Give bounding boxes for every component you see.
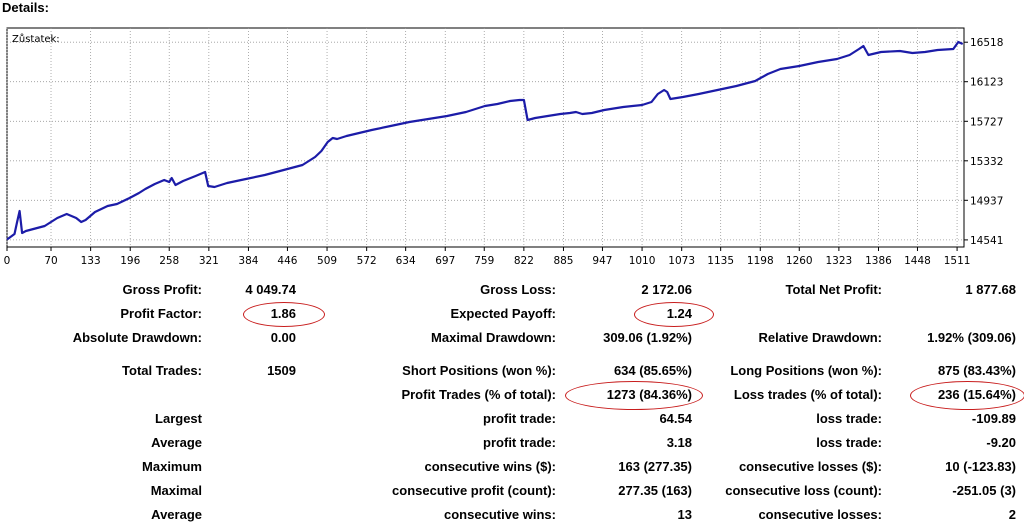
maximal-drawdown-label: Maximal Drawdown: (431, 330, 556, 345)
average-loss-value: -9.20 (986, 435, 1016, 450)
gross-loss-label: Gross Loss: (480, 282, 556, 297)
x-tick-label: 759 (474, 255, 494, 266)
details-title: Details: (2, 0, 49, 15)
x-tick-label: 1198 (747, 255, 774, 266)
x-tick-label: 947 (592, 255, 612, 266)
total-trades-value: 1509 (267, 363, 296, 378)
y-tick-label: 16123 (970, 77, 1003, 89)
net-profit-label: Total Net Profit: (785, 282, 882, 297)
highlight-oval-profit-factor (243, 302, 325, 327)
x-tick-label: 1135 (707, 255, 734, 266)
loss-trades-label: Loss trades (% of total): (733, 387, 882, 402)
max-consecutive-losses-value: 10 (-123.83) (945, 459, 1016, 474)
total-trades-label: Total Trades: (122, 363, 202, 378)
max-consecutive-wins-label: consecutive wins ($): (424, 459, 556, 474)
x-tick-label: 70 (44, 255, 57, 266)
x-tick-label: 885 (553, 255, 573, 266)
net-profit-value: 1 877.68 (965, 282, 1016, 297)
maximal-consecutive-loss-label: consecutive loss (count): (725, 483, 882, 498)
long-positions-label: Long Positions (won %): (730, 363, 882, 378)
x-tick-label: 697 (435, 255, 455, 266)
expected-payoff-label: Expected Payoff: (450, 306, 556, 321)
max-consecutive-wins-value: 163 (277.35) (618, 459, 692, 474)
maximal-drawdown-value: 309.06 (1.92%) (603, 330, 692, 345)
average-consecutive-label: Average (151, 507, 202, 522)
x-tick-label: 1073 (668, 255, 695, 266)
largest-loss-value: -109.89 (971, 411, 1016, 426)
average-profit-label: profit trade: (483, 435, 556, 450)
x-tick-label: 196 (120, 255, 140, 266)
x-tick-label: 1448 (904, 255, 931, 266)
balance-chart: 0 70 133 196 258 321 384 446 509 572 634 697 759 822 8… (4, 27, 1003, 266)
x-tick-label: 572 (357, 255, 377, 266)
avg-consecutive-losses-label: consecutive losses: (758, 507, 882, 522)
x-tick-label: 321 (199, 255, 219, 266)
x-tick-label: 1260 (786, 255, 813, 266)
avg-consecutive-wins-value: 13 (677, 507, 692, 522)
series-label: Zůstatek: (12, 33, 60, 45)
x-tick-label: 446 (277, 255, 297, 266)
x-tick-label: 133 (81, 255, 101, 266)
x-tick-label: 634 (396, 255, 416, 266)
gross-profit-label: Gross Profit: (122, 282, 202, 297)
largest-profit-label: profit trade: (483, 411, 556, 426)
avg-consecutive-losses-value: 2 (1008, 507, 1016, 522)
x-tick-label: 509 (317, 255, 337, 266)
max-consecutive-losses-label: consecutive losses ($): (738, 459, 882, 474)
x-axis: 0 70 133 196 258 321 384 446 509 572 634 697 759 822 8… (4, 247, 971, 266)
short-positions-value: 634 (85.65%) (613, 363, 692, 378)
relative-drawdown-label: Relative Drawdown: (758, 330, 882, 345)
relative-drawdown-value: 1.92% (309.06) (927, 330, 1016, 345)
x-tick-label: 1010 (629, 255, 656, 266)
y-tick-label: 14541 (970, 235, 1003, 247)
y-tick-label: 15332 (970, 156, 1003, 168)
x-tick-label: 1511 (944, 255, 971, 266)
balance-line (6, 40, 964, 241)
maximal-consecutive-profit-label: consecutive profit (count): (392, 483, 556, 498)
avg-consecutive-wins-label: consecutive wins: (444, 507, 556, 522)
x-tick-label: 0 (4, 255, 11, 266)
chart-grid (6, 28, 964, 247)
average-profit-value: 3.18 (666, 435, 692, 450)
absolute-drawdown-label: Absolute Drawdown: (72, 330, 202, 345)
absolute-drawdown-value: 0.00 (270, 330, 296, 345)
average-loss-label: loss trade: (816, 435, 882, 450)
y-tick-label: 14937 (970, 195, 1003, 207)
short-positions-label: Short Positions (won %): (402, 363, 556, 378)
long-positions-value: 875 (83.43%) (937, 363, 1016, 378)
gross-profit-value: 4 049.74 (245, 282, 296, 297)
x-tick-label: 258 (159, 255, 179, 266)
x-tick-label: 822 (514, 255, 534, 266)
average-label: Average (151, 435, 202, 450)
highlight-oval-expected-payoff (634, 302, 714, 327)
highlight-oval-loss-trades (910, 381, 1024, 410)
largest-loss-label: loss trade: (816, 411, 882, 426)
maximal-consecutive-profit-value: 277.35 (163) (618, 483, 692, 498)
y-tick-label: 15727 (970, 116, 1003, 128)
largest-label: Largest (155, 411, 202, 426)
profit-factor-label: Profit Factor: (120, 306, 202, 321)
maximal-consecutive-loss-value: -251.05 (3) (952, 483, 1016, 498)
y-tick-label: 16518 (970, 37, 1003, 49)
y-axis: 14541 14937 15332 15727 16123 16518 (964, 37, 1003, 247)
largest-profit-value: 64.54 (659, 411, 692, 426)
x-tick-label: 1386 (865, 255, 892, 266)
highlight-oval-profit-trades (565, 381, 703, 410)
x-tick-label: 1323 (826, 255, 853, 266)
profit-trades-label: Profit Trades (% of total): (401, 387, 556, 402)
maximum-label: Maximum (142, 459, 202, 474)
x-tick-label: 384 (238, 255, 258, 266)
maximal-label: Maximal (150, 483, 202, 498)
gross-loss-value: 2 172.06 (641, 282, 692, 297)
